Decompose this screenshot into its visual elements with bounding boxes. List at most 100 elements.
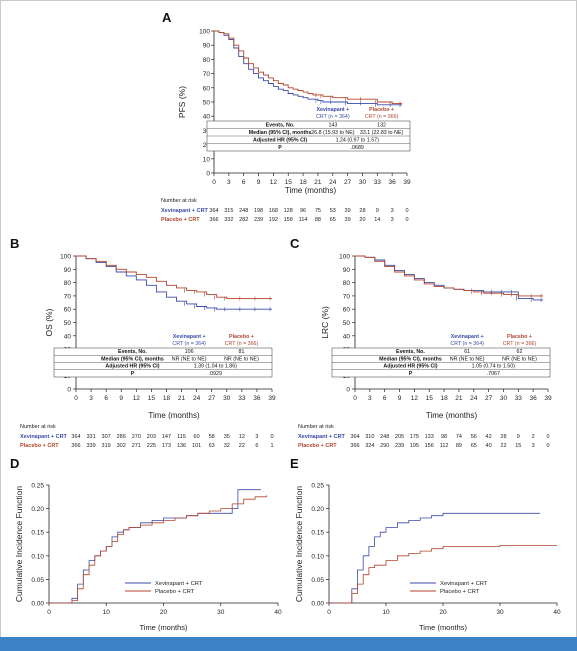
panel-letter: A bbox=[162, 10, 172, 25]
stats-row-value: .0929 bbox=[209, 371, 222, 377]
stats-row-label: Median (95% CI), months bbox=[101, 356, 164, 362]
y-axis-label: LRC (%) bbox=[320, 306, 330, 339]
x-tick-label: 15 bbox=[285, 179, 293, 186]
at-risk-value: 248 bbox=[239, 208, 248, 214]
y-tick-label: 0.00 bbox=[31, 601, 44, 608]
y-tick-label: 0.05 bbox=[311, 577, 324, 584]
at-risk-value: 307 bbox=[102, 434, 111, 440]
at-risk-value: 310 bbox=[365, 434, 374, 440]
at-risk-value: 9 bbox=[376, 208, 379, 214]
at-risk-value: 32 bbox=[224, 443, 230, 449]
table-header-xev-1: Xevinapant + bbox=[451, 334, 484, 340]
x-tick-label: 9 bbox=[119, 395, 123, 402]
at-risk-value: 366 bbox=[71, 443, 80, 449]
y-tick-label: 20 bbox=[203, 142, 211, 149]
x-tick-label: 0 bbox=[212, 179, 216, 186]
y-tick-label: 80 bbox=[64, 280, 72, 287]
at-risk-value: 248 bbox=[380, 434, 389, 440]
y-tick-label: 0.15 bbox=[31, 530, 44, 537]
stats-row-label: Adjusted HR (95% CI) bbox=[105, 364, 159, 370]
series-line-xevinapant bbox=[214, 30, 403, 106]
table-header-xev-1: Xevinapant + bbox=[316, 107, 349, 113]
at-risk-value: 60 bbox=[194, 434, 200, 440]
number-at-risk-title: Number at risk bbox=[298, 424, 334, 430]
stats-row-label: P bbox=[131, 371, 135, 377]
stats-row-value-pla: 33.1 (22.83 to NE) bbox=[360, 130, 404, 136]
x-axis-label: Time (months) bbox=[419, 623, 468, 632]
at-risk-row-label: Xevinapant + CRT bbox=[298, 434, 346, 440]
at-risk-value: 319 bbox=[102, 443, 111, 449]
at-risk-value: 3 bbox=[532, 443, 535, 449]
y-tick-label: 50 bbox=[64, 320, 72, 327]
at-risk-value: 3 bbox=[255, 434, 258, 440]
x-tick-label: 3 bbox=[227, 179, 231, 186]
bottom-accent-bar bbox=[0, 637, 577, 651]
x-tick-label: 27 bbox=[485, 395, 493, 402]
at-risk-value: 112 bbox=[440, 443, 449, 449]
table-header-xev-1: Xevinapant + bbox=[173, 334, 206, 340]
legend-label: Xevinapant + CRT bbox=[155, 581, 203, 587]
y-tick-label: 0.10 bbox=[31, 553, 44, 560]
stats-row-value-pla: 81 bbox=[239, 349, 245, 355]
stats-row-label: Median (95% CI), months bbox=[379, 356, 442, 362]
x-tick-label: 24 bbox=[329, 179, 337, 186]
y-tick-label: 80 bbox=[203, 57, 211, 64]
x-tick-label: 39 bbox=[403, 179, 411, 186]
y-tick-label: 40 bbox=[64, 333, 72, 340]
stats-row-label: Median (95% CI), months bbox=[249, 130, 312, 136]
stats-row-label: Events, No. bbox=[396, 349, 425, 355]
at-risk-value: 332 bbox=[224, 217, 233, 223]
x-tick-label: 10 bbox=[382, 609, 390, 616]
table-header-xev-2: CRT (n = 364) bbox=[450, 341, 484, 347]
y-tick-label: 40 bbox=[203, 114, 211, 121]
panel-b-os: BOS (%)010203040506070809010003691215182… bbox=[10, 236, 276, 449]
at-risk-value: 147 bbox=[162, 434, 171, 440]
at-risk-value: 366 bbox=[209, 217, 218, 223]
at-risk-value: 324 bbox=[365, 443, 374, 449]
at-risk-value: 364 bbox=[209, 208, 218, 214]
x-tick-label: 12 bbox=[133, 395, 141, 402]
y-tick-label: 0.05 bbox=[31, 577, 44, 584]
at-risk-value: 35 bbox=[224, 434, 230, 440]
stats-row-value: 1.05 (0.74 to 1.50) bbox=[472, 364, 516, 370]
series-line-xevinapant bbox=[329, 512, 540, 604]
stats-row-value-xev: NR (NE to NE) bbox=[450, 356, 485, 362]
at-risk-value: 65 bbox=[330, 217, 336, 223]
stats-row-value-pla: NR (NE to NE) bbox=[224, 356, 259, 362]
x-tick-label: 27 bbox=[208, 395, 216, 402]
stats-row-value-xev: 26.8 (15.93 to NE) bbox=[311, 130, 355, 136]
at-risk-value: 58 bbox=[209, 434, 215, 440]
at-risk-value: 6 bbox=[255, 443, 258, 449]
at-risk-value: 15 bbox=[515, 443, 521, 449]
at-risk-value: 98 bbox=[441, 434, 447, 440]
stats-row-label: P bbox=[409, 371, 413, 377]
x-tick-label: 30 bbox=[500, 395, 508, 402]
stats-row-value-pla: 62 bbox=[517, 349, 523, 355]
at-risk-row-label: Placebo + CRT bbox=[298, 443, 337, 449]
panel-letter: B bbox=[10, 236, 19, 251]
stats-row-value: .0689 bbox=[351, 145, 364, 151]
legend-label: Placebo + CRT bbox=[155, 589, 195, 595]
x-tick-label: 30 bbox=[496, 609, 504, 616]
at-risk-value: 12 bbox=[239, 434, 245, 440]
y-tick-label: 70 bbox=[343, 293, 351, 300]
at-risk-value: 74 bbox=[456, 434, 462, 440]
x-tick-label: 12 bbox=[411, 395, 419, 402]
y-tick-label: 40 bbox=[343, 333, 351, 340]
x-tick-label: 9 bbox=[398, 395, 402, 402]
series-line-placebo bbox=[214, 30, 403, 104]
series-line-placebo bbox=[76, 255, 272, 300]
y-tick-label: 0 bbox=[346, 387, 350, 394]
at-risk-value: 1 bbox=[270, 443, 273, 449]
y-tick-label: 90 bbox=[64, 267, 72, 274]
panel-letter: D bbox=[10, 456, 19, 471]
at-risk-value: 42 bbox=[486, 434, 492, 440]
at-risk-value: 315 bbox=[224, 208, 233, 214]
x-tick-label: 6 bbox=[104, 395, 108, 402]
x-tick-label: 12 bbox=[270, 179, 278, 186]
legend-label: Xevinapant + CRT bbox=[440, 581, 488, 587]
y-tick-label: 0.25 bbox=[31, 483, 44, 490]
at-risk-value: 133 bbox=[425, 434, 434, 440]
